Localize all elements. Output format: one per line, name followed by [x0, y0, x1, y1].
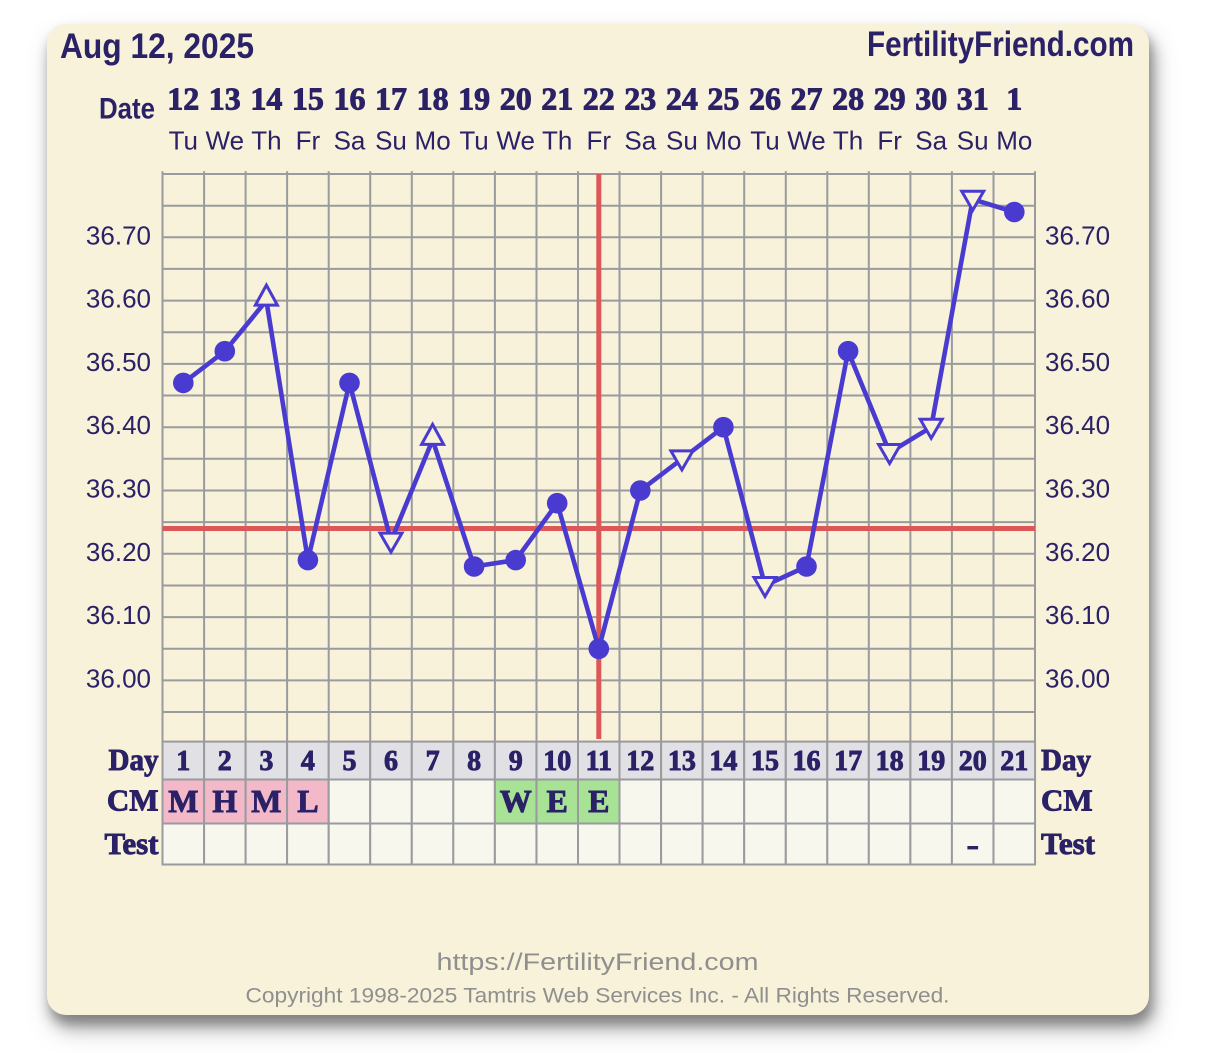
svg-text:19: 19: [917, 746, 945, 777]
svg-text:Su: Su: [666, 126, 698, 156]
svg-text:Fr: Fr: [296, 126, 321, 156]
svg-text:Su: Su: [375, 126, 407, 156]
svg-text:Test: Test: [105, 826, 160, 861]
svg-text:24: 24: [666, 81, 698, 117]
svg-text:28: 28: [832, 81, 864, 117]
svg-text:21: 21: [1000, 746, 1028, 777]
svg-text:E: E: [547, 783, 568, 819]
svg-text:Th: Th: [251, 126, 281, 156]
svg-text:36.30: 36.30: [1045, 474, 1110, 504]
svg-text:36.00: 36.00: [86, 663, 151, 693]
svg-text:19: 19: [458, 81, 490, 117]
svg-text:1: 1: [176, 746, 190, 777]
svg-text:W: W: [500, 783, 532, 819]
svg-text:Sa: Sa: [915, 126, 947, 156]
svg-text:36.40: 36.40: [86, 410, 151, 440]
svg-text:23: 23: [624, 81, 656, 117]
svg-text:L: L: [297, 783, 318, 819]
svg-text:7: 7: [426, 746, 440, 777]
svg-text:29: 29: [874, 81, 906, 117]
svg-text:M: M: [251, 783, 281, 819]
svg-text:36.60: 36.60: [86, 284, 151, 314]
svg-text:https://FertilityFriend.com: https://FertilityFriend.com: [437, 949, 759, 976]
svg-text:Mo: Mo: [415, 126, 451, 156]
svg-text:36.20: 36.20: [86, 537, 151, 567]
svg-text:36.00: 36.00: [1045, 663, 1110, 693]
svg-text:Day: Day: [109, 742, 159, 777]
svg-text:25: 25: [707, 81, 739, 117]
svg-text:36.30: 36.30: [86, 474, 151, 504]
svg-text:Aug 12, 2025: Aug 12, 2025: [60, 27, 254, 66]
svg-text:5: 5: [343, 746, 357, 777]
svg-text:13: 13: [209, 81, 241, 117]
svg-text:20: 20: [959, 746, 987, 777]
svg-text:30: 30: [915, 81, 947, 117]
svg-text:13: 13: [668, 746, 696, 777]
svg-text:3: 3: [259, 746, 273, 777]
svg-text:18: 18: [876, 746, 904, 777]
svg-text:36.70: 36.70: [86, 220, 151, 250]
svg-text:CM: CM: [1041, 783, 1093, 818]
svg-text:Mo: Mo: [996, 126, 1032, 156]
svg-text:E: E: [588, 783, 609, 819]
svg-text:Tu: Tu: [169, 126, 198, 156]
svg-text:Th: Th: [833, 126, 863, 156]
svg-text:16: 16: [334, 81, 366, 117]
svg-text:36.10: 36.10: [1045, 600, 1110, 630]
svg-text:H: H: [212, 783, 237, 819]
svg-text:11: 11: [586, 746, 612, 777]
svg-text:15: 15: [292, 81, 324, 117]
svg-text:We: We: [496, 126, 535, 156]
svg-text:36.10: 36.10: [86, 600, 151, 630]
svg-text:10: 10: [543, 746, 571, 777]
svg-text:16: 16: [793, 746, 821, 777]
svg-text:36.50: 36.50: [86, 347, 151, 377]
svg-text:14: 14: [250, 81, 282, 117]
svg-text:Tu: Tu: [750, 126, 779, 156]
svg-text:Test: Test: [1041, 826, 1096, 861]
svg-text:27: 27: [791, 81, 823, 117]
svg-text:6: 6: [384, 746, 398, 777]
svg-text:FertilityFriend.com: FertilityFriend.com: [867, 25, 1134, 64]
svg-text:21: 21: [541, 81, 573, 117]
svg-text:26: 26: [749, 81, 781, 117]
svg-text:We: We: [787, 126, 826, 156]
svg-text:Tu: Tu: [459, 126, 488, 156]
svg-text:4: 4: [301, 746, 315, 777]
svg-text:Sa: Sa: [624, 126, 656, 156]
svg-text:36.40: 36.40: [1045, 410, 1110, 440]
svg-text:22: 22: [583, 81, 615, 117]
svg-text:1: 1: [1006, 81, 1022, 117]
svg-text:CM: CM: [107, 783, 159, 818]
svg-text:36.50: 36.50: [1045, 347, 1110, 377]
svg-text:15: 15: [751, 746, 779, 777]
svg-text:Day: Day: [1041, 742, 1091, 777]
svg-text:31: 31: [957, 81, 989, 117]
svg-text:36.20: 36.20: [1045, 537, 1110, 567]
svg-text:17: 17: [834, 746, 862, 777]
svg-text:Fr: Fr: [587, 126, 612, 156]
svg-text:17: 17: [375, 81, 407, 117]
svg-text:8: 8: [467, 746, 481, 777]
svg-text:12: 12: [167, 81, 199, 117]
svg-text:18: 18: [417, 81, 449, 117]
svg-text:20: 20: [500, 81, 532, 117]
svg-text:12: 12: [626, 746, 654, 777]
svg-text:Su: Su: [957, 126, 989, 156]
svg-text:36.60: 36.60: [1045, 284, 1110, 314]
svg-text:Th: Th: [542, 126, 572, 156]
svg-text:9: 9: [509, 746, 523, 777]
svg-text:Date: Date: [99, 92, 155, 125]
svg-text:14: 14: [709, 746, 737, 777]
svg-text:Sa: Sa: [334, 126, 366, 156]
svg-text:36.70: 36.70: [1045, 220, 1110, 250]
svg-text:Mo: Mo: [705, 126, 741, 156]
svg-text:Copyright 1998-2025 Tamtris We: Copyright 1998-2025 Tamtris Web Services…: [246, 985, 950, 1008]
svg-text:2: 2: [218, 746, 232, 777]
svg-text:M: M: [168, 783, 198, 819]
svg-text:Fr: Fr: [877, 126, 902, 156]
svg-text:We: We: [206, 126, 245, 156]
